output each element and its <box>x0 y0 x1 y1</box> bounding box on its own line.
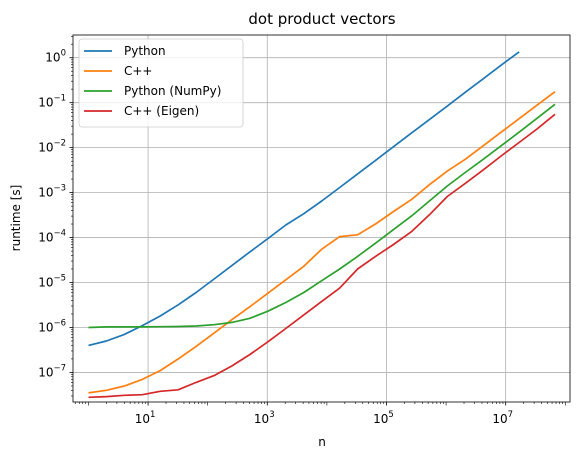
y-tick-labels: 10−7 10−6 10−5 10−4 10−3 10−2 10−1 100 <box>38 49 66 380</box>
grid <box>73 35 570 402</box>
major-ticks <box>69 57 507 406</box>
x-tick-label: 107 <box>492 410 513 426</box>
x-tick-label: 105 <box>373 410 394 426</box>
series-line-c <box>88 91 556 394</box>
legend: Python C++ Python (NumPy) C++ (Eigen) <box>78 38 244 128</box>
plot-frame <box>72 34 571 403</box>
y-tick-label: 10−5 <box>38 274 66 290</box>
y-tick-label: 10−4 <box>38 229 66 245</box>
y-tick-label: 10−3 <box>38 184 66 200</box>
legend-label-c: C++ <box>124 64 153 78</box>
y-tick-label: 10−2 <box>38 139 66 155</box>
y-tick-label: 10−6 <box>38 318 66 334</box>
y-axis-label: runtime [s] <box>9 185 23 252</box>
series-lines <box>88 51 556 399</box>
y-tick-label: 10−7 <box>38 363 66 379</box>
series-line-python <box>88 51 520 347</box>
legend-box <box>78 38 244 128</box>
chart-title: dot product vectors <box>248 10 395 28</box>
x-axis-label: n <box>318 435 326 449</box>
legend-label-python: Python <box>124 44 166 58</box>
legend-label-c-eigen: C++ (Eigen) <box>124 104 199 118</box>
y-tick-label: 10−1 <box>38 94 66 110</box>
series-line-python-numpy <box>88 103 556 329</box>
x-tick-label: 101 <box>135 410 156 426</box>
y-tick-label: 100 <box>45 49 66 65</box>
series-line-c-eigen <box>88 113 556 399</box>
x-tick-labels: 101 103 105 107 <box>135 410 513 426</box>
legend-label-python-numpy: Python (NumPy) <box>124 84 221 98</box>
x-tick-label: 103 <box>254 410 275 426</box>
